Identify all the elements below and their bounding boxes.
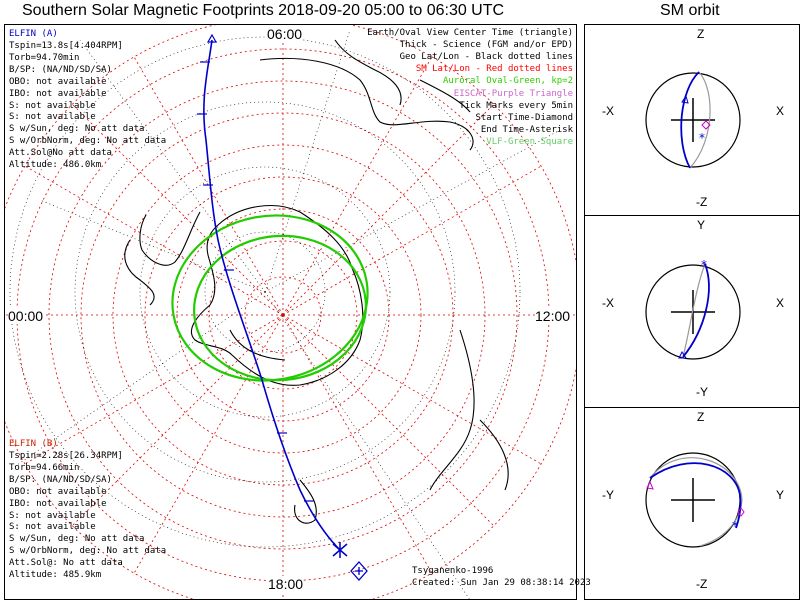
orbit-xy-right-label: X	[776, 296, 785, 310]
clock-label-top: 06:00	[267, 26, 303, 42]
sat-a-info-line: S: not available	[9, 100, 96, 111]
orbit-panel-xz: *	[645, 71, 741, 169]
legend-item: Auroral Oval-Green, kp=2	[442, 76, 573, 87]
sat-a-info-line: B/SP: (NA/ND/SD/SA)	[9, 64, 112, 75]
elfin-a-track	[203, 39, 341, 551]
legend-item: VLF-Green Square	[486, 136, 573, 147]
orbit-xy-top-label: Y	[697, 218, 706, 232]
svg-text:*: *	[701, 258, 707, 272]
sat-b-info-line: S w/Sun, deg: No att data	[9, 534, 145, 545]
end-asterisk-marker	[332, 542, 348, 558]
sat-b-info-line: S: not available	[9, 510, 96, 521]
credit-created: Created: Sun Jan 29 08:38:14 2023	[412, 578, 591, 588]
main-title: Southern Solar Magnetic Footprints 2018-…	[22, 2, 505, 19]
orbit-xy-bottom-label: -Y	[696, 385, 708, 399]
sat-b-info-line: Torb=94.66min	[9, 462, 80, 473]
sat-b-info-line: S w/OrbNorm, deg: No att data	[9, 546, 167, 557]
credit-author: Tsyganenko-1996	[412, 566, 494, 576]
legend-item: End Time-Asterisk	[480, 124, 573, 135]
legend-item: EISCAT-Purple Triangle	[453, 88, 573, 99]
legend-item: SM Lat/Lon - Red dotted lines	[415, 64, 573, 75]
view-center-triangle	[206, 33, 218, 43]
orbit-title: SM orbit	[660, 2, 720, 19]
legend-item: Geo Lat/Lon - Black dotted lines	[399, 52, 573, 63]
sat-a-info-line: S w/OrbNorm, deg: No att data	[9, 136, 167, 147]
sat-b-info-line: OBO: not available	[9, 486, 107, 497]
sat-a-info-line: Tspin=13.8s[4.404RPM]	[9, 41, 123, 51]
sat-b-info-line: Altitude: 485.9km	[9, 570, 102, 580]
auroral-oval	[171, 214, 369, 382]
sat-b-name: ELFIN (B)	[9, 439, 58, 449]
start-diamond-marker	[350, 561, 368, 581]
sat-a-info-line: OBO: not available	[9, 76, 107, 87]
clock-label-bottom: 18:00	[268, 576, 304, 592]
svg-text:*: *	[699, 131, 705, 145]
orbit-yz-left-label: -Y	[602, 488, 614, 502]
sat-a-name: ELFIN (A)	[9, 29, 58, 39]
legend-item: Earth/Oval View Center Time (triangle)	[367, 28, 573, 38]
orbit-panel-xy: *	[645, 258, 741, 360]
sat-b-info-line: Tspin=2.28s[26.34RPM]	[9, 451, 123, 461]
sat-a-info-line: Torb=94.70min	[9, 52, 80, 63]
orbit-yz-right-label: Y	[776, 488, 785, 502]
sat-b-info-line: S: not available	[9, 522, 96, 533]
sat-a-info-line: Att.Sol@No att data	[9, 148, 112, 159]
legend-item: Start Time-Diamond	[475, 112, 573, 123]
clock-label-left: 00:00	[8, 308, 44, 324]
sat-a-info-line: IBO: not available	[9, 88, 107, 99]
sat-b-info-line: B/SP: (NA/ND/SD/SA)	[9, 474, 112, 485]
orbit-yz-top-label: Z	[697, 410, 705, 424]
sat-b-info-line: Att.Sol@: No att data	[9, 558, 123, 569]
orbit-yz-bottom-label: -Z	[696, 577, 708, 591]
sat-a-info-line: S: not available	[9, 112, 96, 123]
orbit-xz-right-label: X	[776, 104, 785, 118]
track-tick-marks	[197, 61, 314, 502]
orbit-panel-yz: *	[645, 452, 745, 548]
clock-label-right: 12:00	[535, 308, 571, 324]
orbit-xz-left-label: -X	[602, 104, 614, 118]
svg-text:*: *	[732, 519, 738, 533]
sat-a-info-line: S w/Sun, deg: No att data	[9, 124, 145, 135]
orbit-xz-bottom-label: -Z	[696, 195, 708, 209]
orbit-xz-top-label: Z	[697, 27, 705, 41]
orbit-xy-left-label: -X	[602, 296, 614, 310]
sat-a-info-line: Altitude: 486.0km	[9, 160, 102, 170]
legend-item: Tick Marks every 5min	[459, 100, 573, 111]
coastlines	[124, 39, 509, 524]
sat-b-info-line: IBO: not available	[9, 498, 107, 509]
sm-meridians	[5, 25, 576, 599]
legend-item: Thick - Science (FGM and/or EPD)	[399, 40, 573, 51]
